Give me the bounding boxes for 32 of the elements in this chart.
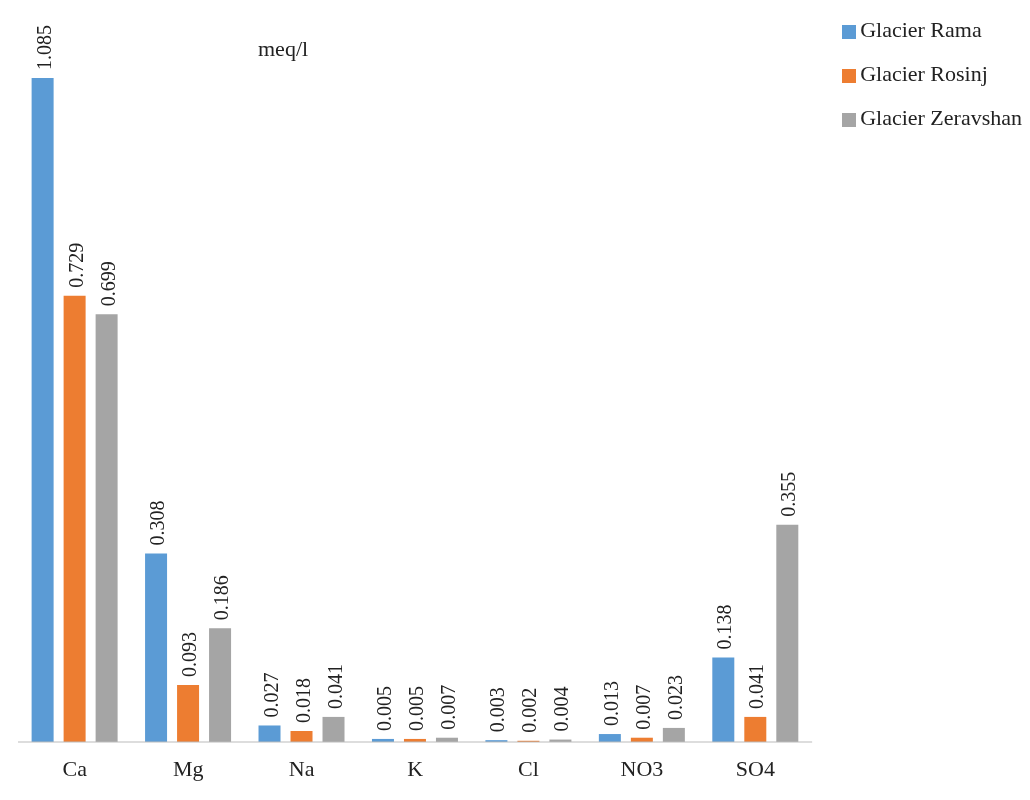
data-label: 0.308 xyxy=(146,500,169,546)
text: meq/l xyxy=(258,36,309,62)
data-label: 1.085 xyxy=(32,25,55,70)
data-label: 0.138 xyxy=(713,604,736,650)
data-label: 0.041 xyxy=(323,663,346,709)
data-label: 0.002 xyxy=(518,687,541,733)
x-tick-label: K xyxy=(407,755,424,781)
x-tick-label: Mg xyxy=(172,755,204,781)
data-label: 0.005 xyxy=(404,685,427,731)
data-label: 0.018 xyxy=(291,677,314,723)
x-tick-label: Ca xyxy=(62,755,88,781)
data-label: 0.007 xyxy=(436,684,459,730)
legend-label: Glacier Rama xyxy=(860,17,982,42)
legend-label: Glacier Rosinj xyxy=(860,61,988,86)
x-tick-label: SO4 xyxy=(735,755,775,781)
data-label: 0.007 xyxy=(631,684,654,730)
data-label: 0.027 xyxy=(259,672,282,718)
data-label: 0.186 xyxy=(210,575,233,621)
data-label: 0.003 xyxy=(486,687,509,733)
data-label: 0.729 xyxy=(64,242,87,288)
data-label: 0.023 xyxy=(663,674,686,720)
data-label: 0.005 xyxy=(372,685,395,731)
x-tick-label: Na xyxy=(288,755,315,781)
x-tick-label: Cl xyxy=(518,755,539,781)
data-label: 0.699 xyxy=(96,261,119,307)
data-label: 0.355 xyxy=(777,471,800,517)
data-label: 0.004 xyxy=(550,686,573,732)
x-tick-label: NO3 xyxy=(620,755,664,781)
data-label: 0.041 xyxy=(745,663,768,709)
data-label: 0.093 xyxy=(178,632,201,678)
data-label: 0.013 xyxy=(599,681,622,727)
legend-label: Glacier Zeravshan xyxy=(860,105,1022,130)
